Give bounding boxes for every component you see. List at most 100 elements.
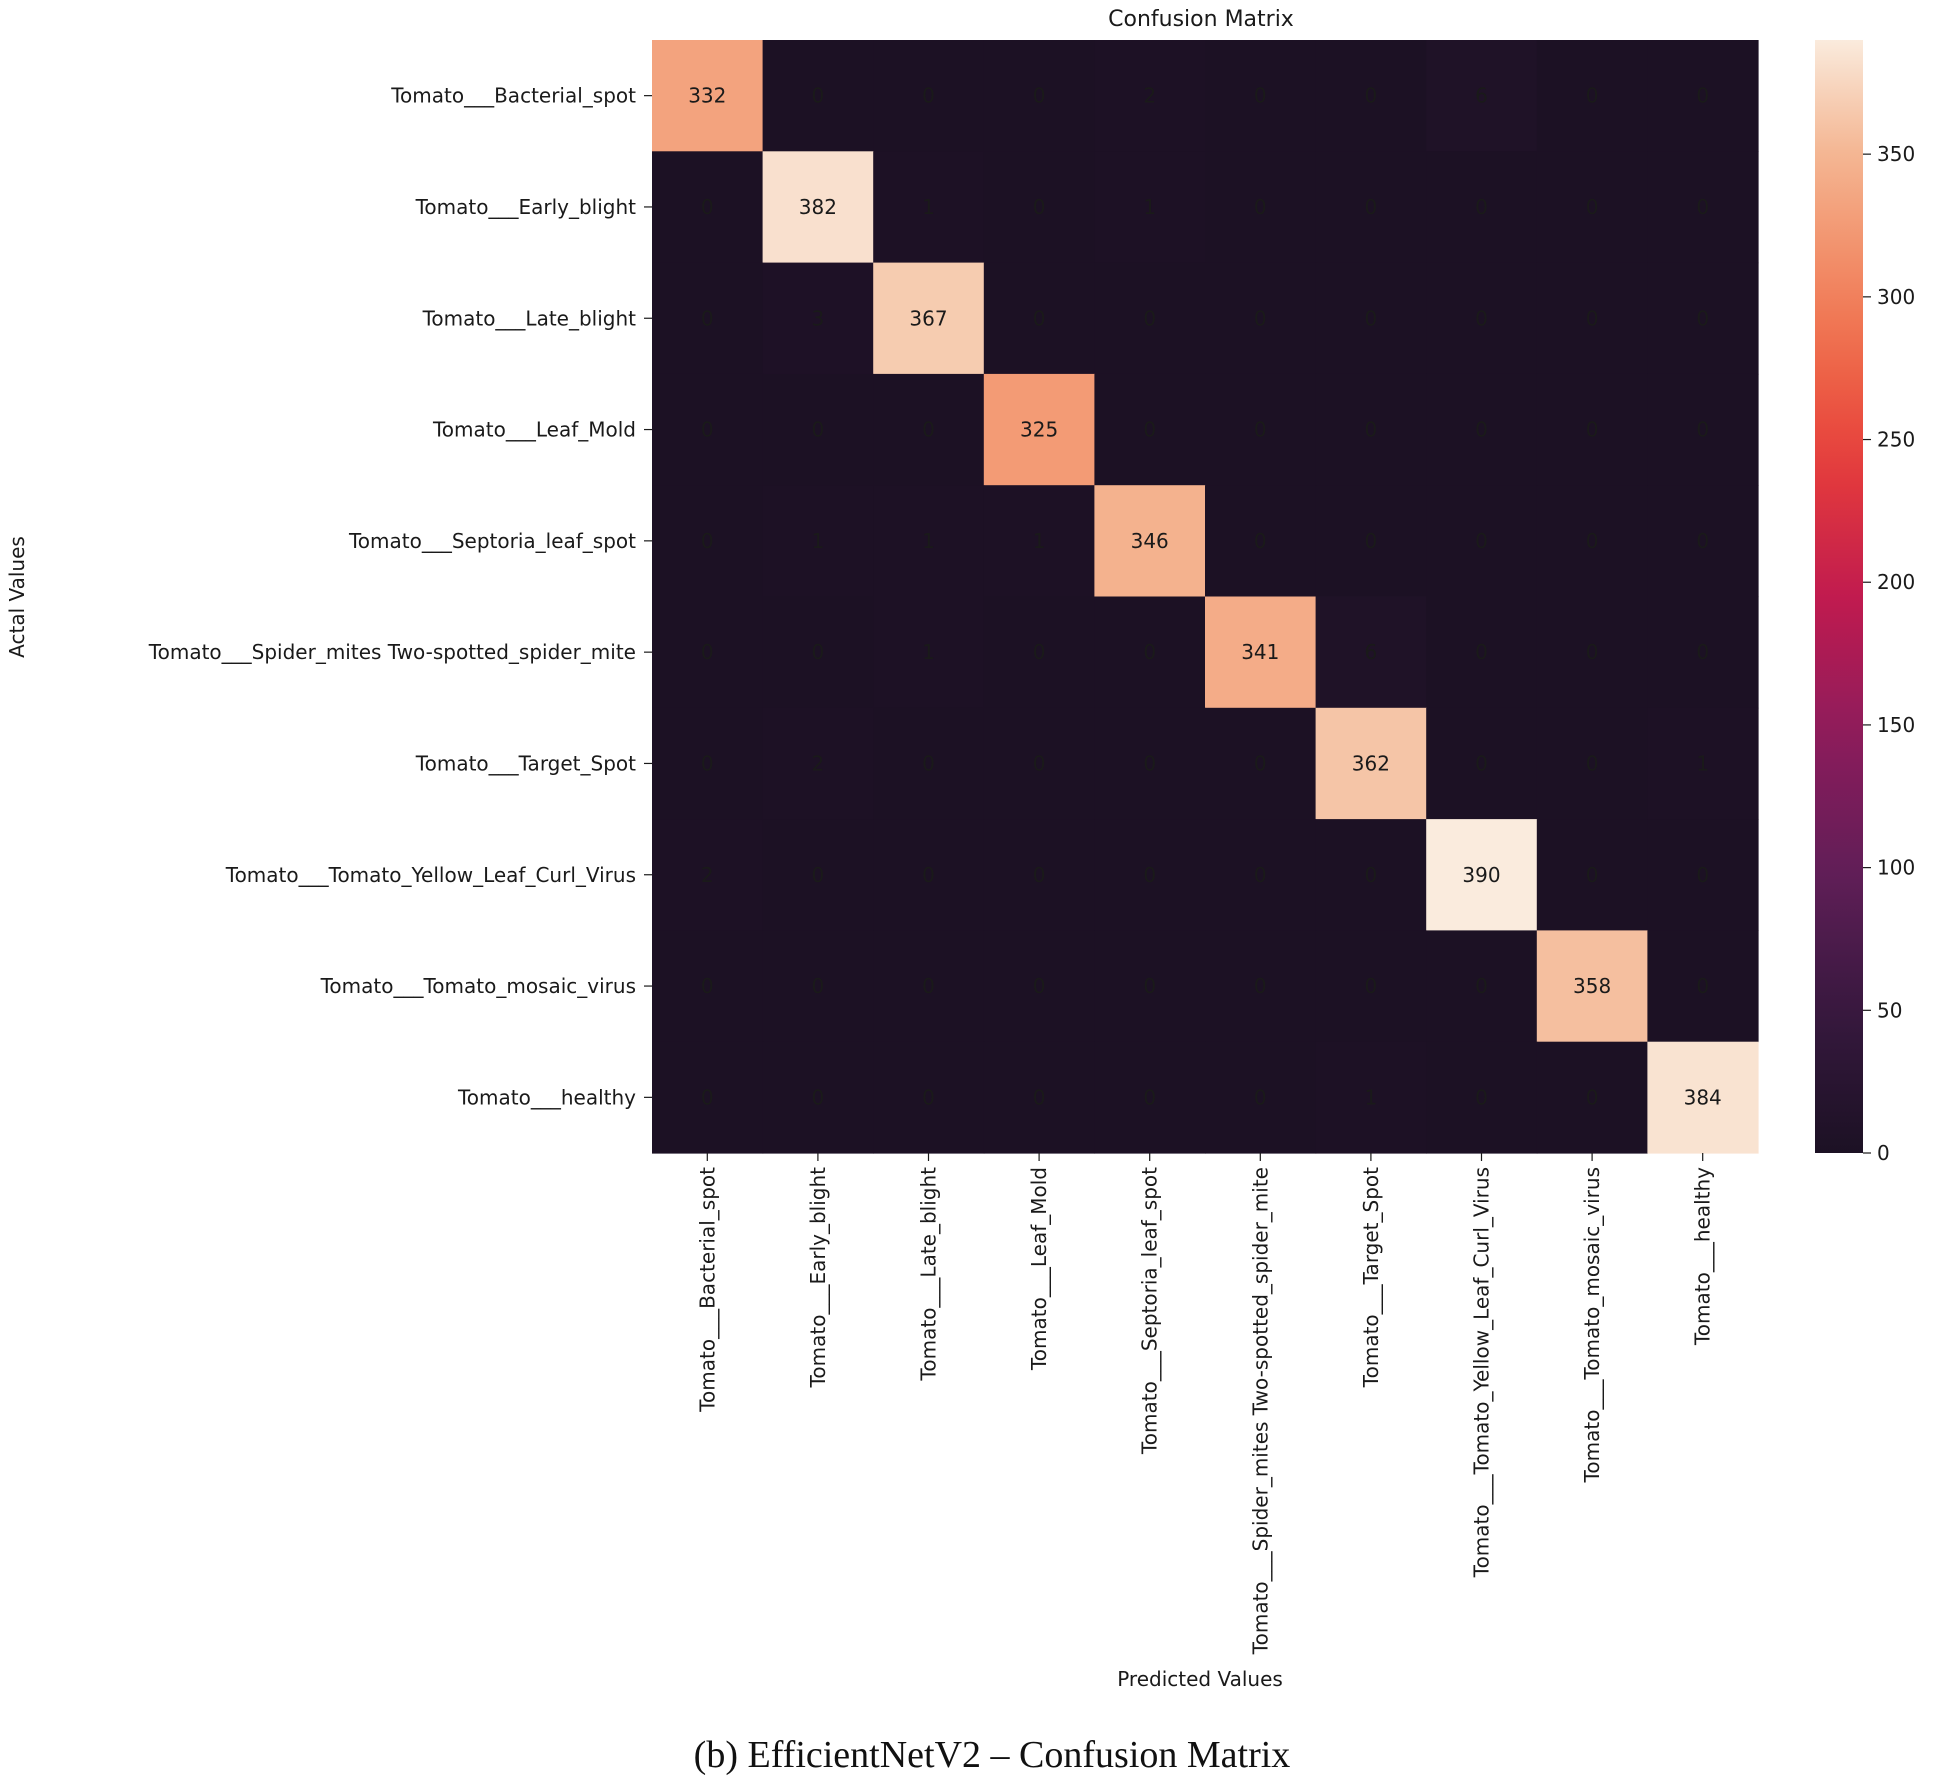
cell-value-label: 0 [1254, 751, 1267, 775]
cell-value-label: 0 [701, 418, 714, 442]
heatmap-cell [652, 40, 764, 152]
x-tick-label: Tomato___Early_blight [806, 1167, 830, 1389]
heatmap-cell [1094, 596, 1206, 709]
cell-value-label: 0 [1033, 863, 1046, 887]
cell-value-label: 0 [1033, 195, 1046, 219]
chart-title: Confusion Matrix [1108, 7, 1294, 32]
cell-value-label: 0 [812, 863, 825, 887]
cell-value-label: 0 [1586, 529, 1599, 553]
x-tick-labels: Tomato___Bacterial_spot Tomato___Early_bl… [695, 1153, 1715, 1655]
y-tick-label: Tomato___Early_blight [415, 195, 637, 219]
cell-value-label: 0 [1586, 640, 1599, 664]
cell-value-label: 0 [1475, 529, 1488, 553]
cell-value-label: 0 [1365, 306, 1378, 330]
x-tick-label: Tomato___Spider_mites Two-spotted_spider… [1248, 1167, 1272, 1655]
heatmap-cell [873, 485, 985, 598]
heatmap-cell [873, 707, 985, 820]
colorbar [1815, 40, 1863, 1153]
x-tick-label: Tomato___Late_blight [917, 1167, 941, 1382]
cell-value-label: 0 [1033, 1085, 1046, 1109]
cell-value-label: 0 [1586, 863, 1599, 887]
cell-value-label: 0 [1475, 751, 1488, 775]
heatmap-cell [652, 373, 764, 486]
cell-value-label: 0 [1365, 863, 1378, 887]
cell-value-label: 0 [1586, 751, 1599, 775]
cell-value-label: 0 [1254, 529, 1267, 553]
y-tick-label: Tomato___Bacterial_spot [390, 84, 636, 108]
cell-value-label: 0 [1696, 974, 1709, 998]
cell-value-label: 0 [701, 974, 714, 998]
heatmap-cell [1647, 707, 1759, 820]
cell-value-label: 0 [1033, 640, 1046, 664]
cell-value-label: 0 [812, 84, 825, 108]
cell-value-label: 0 [922, 418, 935, 442]
cell-value-label: 0 [1586, 195, 1599, 219]
cell-value-label: 0 [1143, 306, 1156, 330]
colorbar-tick-label: 250 [1877, 428, 1915, 452]
cell-value-label: 0 [1254, 974, 1267, 998]
colorbar-tick-label: 300 [1877, 285, 1915, 309]
heatmap-cell [1315, 40, 1427, 152]
colorbar-tick-label: 100 [1877, 856, 1915, 880]
x-tick-label: Tomato___Bacterial_spot [695, 1167, 719, 1413]
cell-value-label: 332 [688, 84, 726, 108]
heatmap-cell [1426, 151, 1538, 264]
heatmap-cell [1205, 707, 1317, 820]
heatmap-cell [1426, 40, 1538, 152]
heatmap-cell [1094, 262, 1206, 375]
cell-value-label: 0 [1696, 863, 1709, 887]
cell-value-label: 0 [1586, 1085, 1599, 1109]
heatmap-cell [1315, 596, 1427, 709]
cell-value-label: 2 [1143, 84, 1156, 108]
cell-value-label: 0 [1033, 306, 1046, 330]
cell-value-label: 1 [922, 529, 935, 553]
cell-value-label: 390 [1462, 863, 1500, 887]
colorbar-tick-label: 150 [1877, 713, 1915, 737]
heatmap-cell [1536, 151, 1648, 264]
cell-value-label: 0 [922, 974, 935, 998]
heatmap-cell [1536, 819, 1648, 931]
heatmap-cell [983, 262, 1095, 375]
heatmap-cell [652, 930, 764, 1043]
heatmap-cell [983, 819, 1095, 931]
cell-value-label: 0 [1696, 640, 1709, 664]
heatmap-cell [1205, 819, 1317, 931]
heatmap-cell [1094, 485, 1206, 598]
cell-value-label: 0 [1254, 1085, 1267, 1109]
heatmap-cell [1647, 819, 1759, 931]
heatmap-cell [762, 1041, 874, 1154]
cell-value-label: 341 [1241, 640, 1279, 664]
y-tick-label: Tomato___Leaf_Mold [432, 418, 636, 442]
heatmap-cell [1205, 262, 1317, 375]
heatmap-cell [1426, 596, 1538, 709]
heatmap-cell [983, 151, 1095, 264]
heatmap-cell [1647, 151, 1759, 264]
heatmap-cell [1536, 596, 1648, 709]
heatmap-cell [1094, 151, 1206, 264]
y-tick-label: Tomato___Tomato_Yellow_Leaf_Curl_Virus [225, 863, 636, 887]
cell-value-label: 0 [1475, 195, 1488, 219]
cell-value-label: 0 [701, 529, 714, 553]
heatmap-cell [762, 707, 874, 820]
heatmap-cell [1205, 930, 1317, 1043]
cell-value-label: 0 [701, 640, 714, 664]
cell-value-label: 362 [1352, 751, 1390, 775]
heatmap-cell [652, 485, 764, 598]
heatmap-cell [762, 151, 874, 264]
heatmap-cell [652, 262, 764, 375]
cell-value-label: 0 [1143, 863, 1156, 887]
cell-value-label: 1 [1365, 1085, 1378, 1109]
cell-value-label: 0 [701, 306, 714, 330]
heatmap-cell [1536, 373, 1648, 486]
x-tick-label: Tomato___Leaf_Mold [1027, 1167, 1051, 1371]
y-tick-label: Tomato___Tomato_mosaic_virus [320, 974, 636, 998]
cell-value-label: 3 [812, 306, 825, 330]
heatmap-cell [1094, 819, 1206, 931]
cell-value-label: 6 [1365, 640, 1378, 664]
cell-value-label: 0 [1365, 84, 1378, 108]
cell-value-label: 0 [812, 974, 825, 998]
x-axis-label: Predicted Values [1117, 1667, 1283, 1691]
cell-value-label: 1 [1033, 529, 1046, 553]
cell-value-label: 6 [1475, 84, 1488, 108]
cell-value-label: 0 [1143, 418, 1156, 442]
